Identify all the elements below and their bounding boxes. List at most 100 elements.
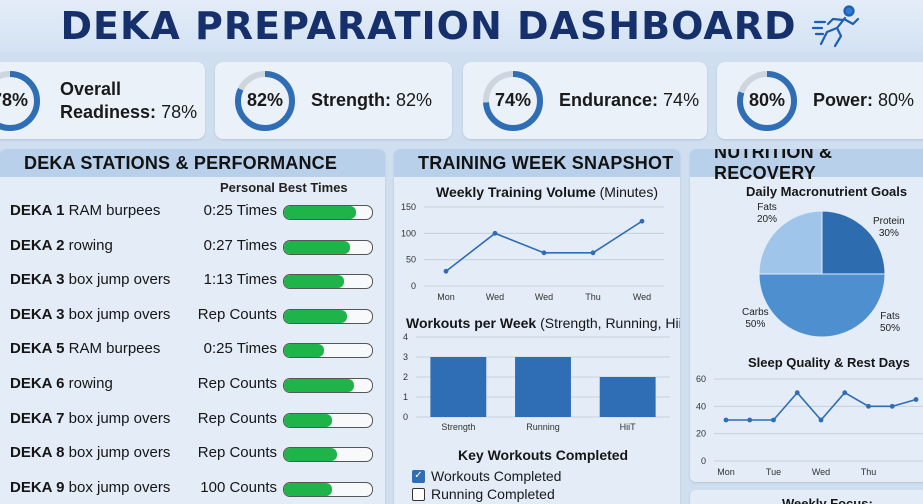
station-time: Rep Counts <box>197 409 277 427</box>
station-name: DEKA 3 box jump overs <box>10 271 171 289</box>
station-time: 0:27 Times <box>203 236 277 254</box>
data-point <box>639 218 645 224</box>
data-point <box>541 250 547 256</box>
y-tick-label: 100 <box>401 228 416 238</box>
checkbox-unchecked-icon[interactable] <box>412 487 425 501</box>
station-progress-bar <box>283 378 373 393</box>
endurance-value: 74% <box>494 90 532 110</box>
station-name: DEKA 9 box jump overs <box>10 478 171 496</box>
x-tick-label: Strength <box>441 422 475 432</box>
pie-label-fats-bottom: Fats 50% <box>880 311 901 334</box>
station-time: Rep Counts <box>197 444 277 462</box>
pie-label-carbs: Carbs 50% <box>742 307 769 330</box>
pie-label-fats: Fats 20% <box>757 202 778 225</box>
x-tick-label: Wed <box>812 467 830 477</box>
x-tick-label: Thu <box>861 467 877 477</box>
station-row: DEKA 1 RAM burpees 0:25 Times <box>0 193 385 228</box>
station-name: DEKA 6 rowing <box>10 375 113 392</box>
station-time: Rep Counts <box>197 375 277 392</box>
strength-label: Strength: 82% <box>311 90 433 110</box>
data-point <box>723 417 729 423</box>
sleep-line-chart: 0 20 40 60 Mon Tue Wed Thu <box>696 374 923 477</box>
workouts-chart-title: Workouts per Week (Strength, Running, Hi… <box>406 315 680 331</box>
pie-label-protein: Protein 30% <box>873 216 905 239</box>
station-name: DEKA 5 RAM burpees <box>10 340 161 358</box>
station-progress-fill <box>284 413 333 427</box>
kpi-strength: 82% Strength: 82% <box>215 62 452 139</box>
y-tick-label: 4 <box>403 332 408 342</box>
station-progress-bar <box>283 481 373 497</box>
station-progress-fill <box>284 275 344 289</box>
station-name: DEKA 8 box jump overs <box>10 444 171 462</box>
x-tick-label: Tue <box>766 467 781 477</box>
weekly-focus-label: Weekly Focus: <box>782 496 873 504</box>
station-time: 100 Counts <box>200 478 277 496</box>
readiness-ring: 78% <box>0 69 42 133</box>
kpi-endurance: 74% Endurance: 74% <box>463 62 707 139</box>
station-progress-fill <box>284 309 348 323</box>
station-row: DEKA 8 box jump overs Rep Counts <box>0 435 385 470</box>
y-tick-label: 60 <box>696 374 706 384</box>
page-title: DEKA PREPARATION DASHBOARD <box>60 4 797 48</box>
station-row: DEKA 9 box jump overs 100 Counts <box>0 470 385 504</box>
station-progress-fill <box>284 379 355 392</box>
volume-line-chart: 0 50 100 150 Mon Wed Wed Thu Wed <box>401 202 664 302</box>
station-progress-bar <box>283 274 373 290</box>
y-tick-label: 3 <box>403 352 408 362</box>
x-tick-label: Wed <box>486 292 504 302</box>
y-tick-label: 150 <box>401 202 416 212</box>
station-progress-fill <box>284 240 350 254</box>
data-point <box>913 397 919 402</box>
y-tick-label: 20 <box>696 429 706 439</box>
key-workout-item[interactable]: ✓ Workouts Completed <box>412 468 561 484</box>
y-tick-label: 50 <box>406 255 416 265</box>
station-row: DEKA 3 box jump overs Rep Counts <box>0 297 385 332</box>
macro-chart-title: Daily Macronutrient Goals <box>746 184 908 199</box>
x-tick-label: Thu <box>585 292 601 302</box>
data-point <box>747 417 753 423</box>
power-ring: 80% <box>735 69 799 133</box>
data-point <box>590 250 596 256</box>
station-progress-bar <box>283 205 373 220</box>
x-tick-label: Wed <box>535 292 553 302</box>
key-workout-item[interactable]: Running Completed <box>412 486 555 502</box>
y-tick-label: 0 <box>701 456 706 466</box>
power-value: 80% <box>748 90 786 110</box>
strength-value: 82% <box>246 90 284 110</box>
data-point <box>492 230 498 236</box>
key-workouts-title: Key Workouts Completed <box>458 447 629 463</box>
station-row: DEKA 7 box jump overs Rep Counts <box>0 401 385 436</box>
x-tick-label: Wed <box>633 292 651 302</box>
volume-chart-title: Weekly Training Volume (Minutes) <box>436 184 658 200</box>
station-progress-bar <box>283 412 373 428</box>
station-progress-fill <box>284 448 337 462</box>
station-progress-fill <box>284 206 357 219</box>
pie-slice <box>758 273 886 338</box>
workouts-bar-chart: 0 1 2 3 4 Strength Running HiiT <box>403 332 670 432</box>
y-tick-label: 40 <box>696 401 706 411</box>
station-row: DEKA 2 rowing 0:27 Times <box>0 228 385 263</box>
station-progress-bar <box>283 239 373 255</box>
weekly-focus-card: Weekly Focus: <box>690 490 923 504</box>
sleep-chart-title: Sleep Quality & Rest Days <box>748 355 910 370</box>
y-tick-label: 2 <box>403 372 408 382</box>
data-point <box>771 417 776 423</box>
endurance-ring: 74% <box>481 69 545 133</box>
bar <box>430 357 487 417</box>
data-point <box>818 417 824 423</box>
station-row: DEKA 6 rowing Rep Counts <box>0 366 385 401</box>
x-tick-label: Mon <box>437 292 455 302</box>
station-time: 1:13 Times <box>203 271 277 289</box>
station-progress-fill <box>284 344 324 358</box>
series-line <box>445 220 643 272</box>
station-row: DEKA 5 RAM burpees 0:25 Times <box>0 331 385 366</box>
station-time: 0:25 Times <box>203 202 277 219</box>
x-tick-label: HiiT <box>620 422 636 432</box>
training-panel: TRAINING WEEK SNAPSHOT Weekly Training V… <box>394 149 680 504</box>
station-name: DEKA 2 rowing <box>10 236 113 254</box>
readiness-label: Overall Readiness: 78% <box>60 78 198 122</box>
x-tick-label: Mon <box>717 467 735 477</box>
station-name: DEKA 1 RAM burpees <box>10 202 161 219</box>
y-tick-label: 1 <box>403 392 408 402</box>
checkbox-checked-icon[interactable]: ✓ <box>412 469 425 483</box>
